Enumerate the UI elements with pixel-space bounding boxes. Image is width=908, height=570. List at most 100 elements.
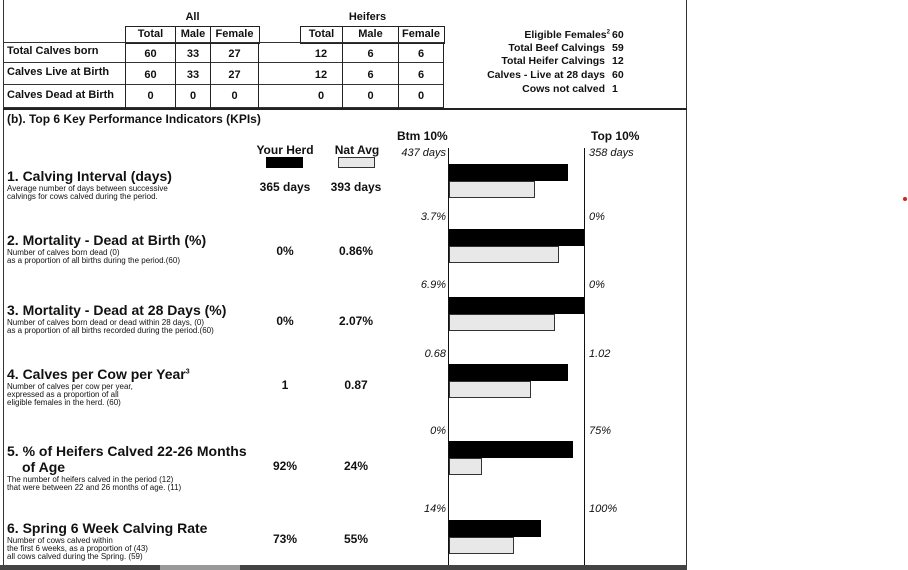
your-herd-bar: [449, 364, 568, 381]
kpi-description: the first 6 weeks, as a proportion of (4…: [7, 544, 148, 553]
nat-avg-bar: [449, 246, 559, 263]
kpi-description: Number of calves per cow per year,: [7, 382, 133, 391]
col-btm: Btm 10%: [397, 129, 448, 143]
row-label-live-birth: Calves Live at Birth: [7, 66, 110, 78]
kpi-description: eligible females in the herd. (60): [7, 398, 121, 407]
col-line: [443, 42, 444, 108]
col-line: [398, 42, 399, 108]
cell: 6: [367, 48, 374, 60]
col-line: [258, 42, 259, 108]
kpi-title: 2. Mortality - Dead at Birth (%): [7, 232, 207, 248]
left-border: [3, 0, 4, 570]
row-line: [4, 107, 444, 108]
row-line: [4, 42, 444, 43]
nat-avg-value: 2.07%: [338, 314, 374, 328]
nat-avg-value: 0.87: [344, 378, 368, 392]
your-herd-value: 92%: [272, 459, 298, 473]
top-value: 358 days: [589, 147, 634, 159]
divider: [175, 26, 176, 44]
top-value: 75%: [589, 425, 612, 437]
col-line: [175, 42, 176, 108]
kpi-title: 4. Calves per Cow per Year3: [7, 366, 190, 382]
scrollbar-thumb[interactable]: [160, 565, 240, 570]
kpi-title: 6. Spring 6 Week Calving Rate: [7, 520, 208, 536]
kpi-title-cont: of Age: [22, 459, 66, 475]
btm-value: 437 days: [401, 147, 446, 159]
your-herd-value: 1: [281, 378, 289, 392]
col-your-herd: Your Herd: [256, 143, 314, 157]
row-label-total-born: Total Calves born: [7, 45, 99, 57]
elig-value-heifer: 12: [612, 55, 624, 67]
kpi-title: 5. % of Heifers Calved 22-26 Months: [7, 443, 247, 459]
kpi-description: Number of cows calved within: [7, 536, 113, 545]
hdr-all-total: Total: [137, 28, 164, 40]
btm-value: 0.68: [424, 348, 446, 360]
hdr-heifer-female: Female: [402, 28, 440, 40]
cell: 27: [228, 48, 241, 60]
top-value: 100%: [589, 503, 618, 515]
kpi-description: that were between 22 and 26 months of ag…: [7, 483, 182, 492]
nat-avg-bar: [449, 181, 535, 198]
btm-value: 0%: [430, 425, 446, 437]
elig-label-beef: Total Beef Calvings: [508, 42, 605, 54]
all-headers-row: [125, 26, 260, 44]
nat-avg-bar: [449, 537, 514, 554]
kpi-description: Number of calves born dead or dead withi…: [7, 318, 204, 327]
your-herd-value: 0%: [276, 314, 294, 328]
your-herd-value: 365 days: [259, 180, 311, 194]
col-line: [210, 42, 211, 108]
col-line: [125, 42, 126, 108]
your-herd-bar: [449, 229, 584, 246]
cell: 0: [231, 90, 238, 102]
cell: 60: [144, 48, 157, 60]
kpi-description: as a proportion of all births recorded d…: [7, 326, 214, 335]
cell: 6: [367, 69, 374, 81]
cell: 12: [314, 48, 328, 60]
col-line: [342, 42, 343, 108]
elig-label-notcalved: Cows not calved: [522, 83, 605, 95]
right-border: [686, 0, 687, 570]
btm-value: 6.9%: [420, 279, 446, 291]
col-nat-avg: Nat Avg: [334, 143, 380, 157]
group-all-header: All: [185, 11, 200, 23]
your-herd-legend-swatch: [266, 157, 303, 168]
top-value: 0%: [589, 279, 605, 291]
nat-avg-value: 24%: [343, 459, 369, 473]
nat-avg-bar: [449, 458, 482, 475]
btm-value: 3.7%: [420, 211, 446, 223]
top-value: 0%: [589, 211, 605, 223]
cell: 0: [417, 90, 425, 102]
cell: 12: [314, 69, 328, 81]
elig-label-females: Eligible Females2: [524, 29, 610, 41]
heifer-headers-row: [300, 26, 445, 44]
kpi-description: Number of calves born dead (0): [7, 248, 120, 257]
divider: [342, 26, 343, 44]
kpi-description: Average number of days between successiv…: [7, 184, 168, 193]
hdr-heifer-total: Total: [308, 28, 335, 40]
divider: [210, 26, 211, 44]
kpi-title: 3. Mortality - Dead at 28 Days (%): [7, 302, 227, 318]
hdr-all-female: Female: [215, 28, 254, 40]
hdr-heifer-male: Male: [358, 28, 383, 40]
kpi-title: 1. Calving Interval (days): [7, 168, 172, 184]
kpi-description: The number of heifers calved in the peri…: [7, 475, 174, 484]
kpi-description: expressed as a proportion of all: [7, 390, 119, 399]
nat-avg-legend-swatch: [338, 157, 375, 168]
cell: 6: [417, 69, 425, 81]
your-herd-bar: [449, 441, 573, 458]
elig-value-live28: 60: [612, 69, 624, 81]
nat-avg-bar: [449, 314, 555, 331]
cell: 0: [367, 90, 374, 102]
kpi-description: all cows calved during the Spring. (59): [7, 552, 143, 561]
row-line: [4, 84, 444, 85]
kpi-description: as a proportion of all births during the…: [7, 256, 180, 265]
elig-value-beef: 59: [612, 42, 624, 54]
your-herd-value: 73%: [272, 532, 298, 546]
cell: 60: [144, 69, 157, 81]
your-herd-bar: [449, 164, 568, 181]
cell: 27: [228, 69, 241, 81]
top-scale-line: [584, 148, 585, 570]
your-herd-bar: [449, 297, 584, 314]
btm-value: 14%: [423, 503, 446, 515]
elig-label-heifer: Total Heifer Calvings: [501, 55, 605, 67]
